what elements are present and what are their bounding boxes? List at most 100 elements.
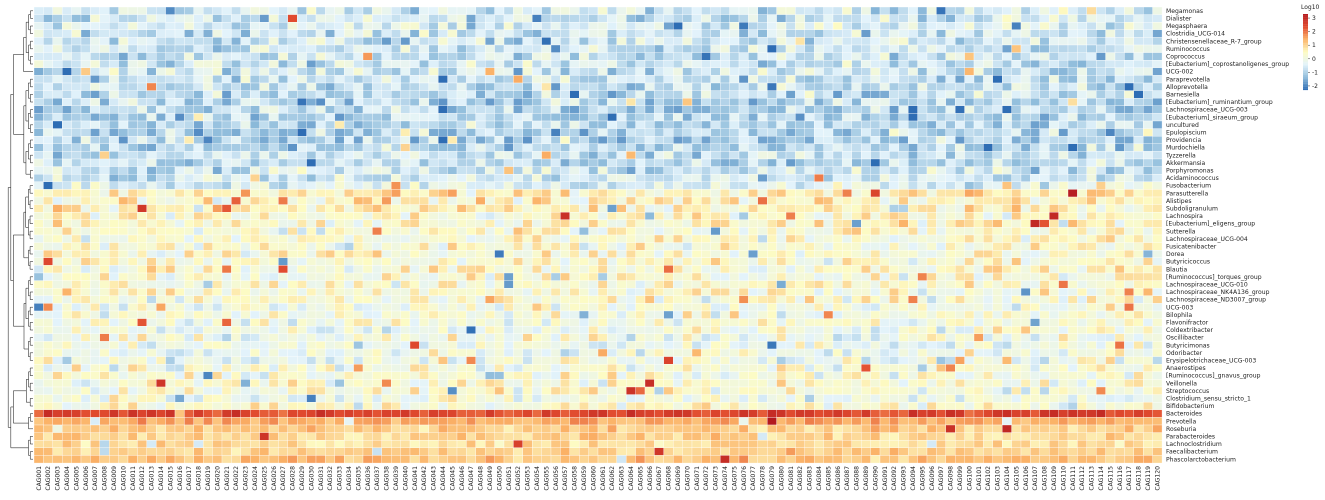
heatmap-cell [739,45,748,53]
heatmap-cell [119,243,128,251]
heatmap-cell [814,303,823,311]
heatmap-cell [1153,113,1162,121]
heatmap-cell [372,83,381,91]
heatmap-cell [1059,250,1068,258]
heatmap-cell [250,98,259,106]
heatmap-cell [683,265,692,273]
heatmap-cell [260,189,269,197]
heatmap-cell [90,45,99,53]
heatmap-cell [438,189,447,197]
heatmap-cell [62,129,71,137]
heatmap-cell [1049,288,1058,296]
heatmap-cell [466,273,475,281]
heatmap-cell [861,174,870,182]
heatmap-cell [683,205,692,213]
heatmap-cell [908,37,917,45]
heatmap-cell [297,220,306,228]
heatmap-cell [730,205,739,213]
heatmap-cell [1115,159,1124,167]
heatmap-cell [335,243,344,251]
heatmap-cell [965,7,974,15]
heatmap-cell [758,144,767,152]
heatmap-cell [946,136,955,144]
heatmap-cell [767,68,776,76]
heatmap-cell [231,136,240,144]
heatmap-cell [523,189,532,197]
heatmap-cell [842,45,851,53]
heatmap-cell [250,220,259,228]
heatmap-cell [551,7,560,15]
heatmap-cell [391,129,400,137]
heatmap-cell [344,30,353,38]
heatmap-cell [974,151,983,159]
heatmap-cell [184,167,193,175]
heatmap-cell [137,303,146,311]
heatmap-cell [1134,7,1143,15]
heatmap-cell [476,273,485,281]
heatmap-cell [993,106,1002,114]
heatmap-cell [692,212,701,220]
heatmap-cell [1077,75,1086,83]
heatmap-cell [683,53,692,61]
heatmap-cell [429,212,438,220]
heatmap-cell [184,129,193,137]
heatmap-cell [880,273,889,281]
heatmap-cell [1134,136,1143,144]
heatmap-cell [560,45,569,53]
heatmap-cell [495,205,504,213]
heatmap-cell [137,45,146,53]
heatmap-cell [504,121,513,129]
heatmap-cell [344,189,353,197]
heatmap-cell [53,15,62,23]
heatmap-cell [805,296,814,304]
heatmap-cell [382,167,391,175]
heatmap-cell [617,205,626,213]
heatmap-cell [589,220,598,228]
heatmap-cell [316,151,325,159]
heatmap-cell [636,15,645,23]
heatmap-cell [777,250,786,258]
heatmap-cell [607,250,616,258]
heatmap-cell [513,83,522,91]
heatmap-cell [936,250,945,258]
heatmap-cell [560,288,569,296]
heatmap-cell [1096,98,1105,106]
heatmap-cell [419,250,428,258]
heatmap-cell [53,220,62,228]
heatmap-cell [767,113,776,121]
heatmap-cell [1002,98,1011,106]
heatmap-cell [758,106,767,114]
heatmap-cell [504,303,513,311]
heatmap-cell [918,243,927,251]
heatmap-cell [767,167,776,175]
heatmap-cell [382,205,391,213]
heatmap-cell [53,144,62,152]
heatmap-cell [372,296,381,304]
heatmap-cell [636,37,645,45]
heatmap-cell [504,250,513,258]
heatmap-cell [758,227,767,235]
heatmap-cell [166,167,175,175]
heatmap-cell [1115,121,1124,129]
heatmap-cell [767,174,776,182]
heatmap-cell [974,167,983,175]
heatmap-cell [1134,68,1143,76]
heatmap-cell [307,30,316,38]
heatmap-cell [100,98,109,106]
heatmap-cell [965,273,974,281]
heatmap-cell [391,189,400,197]
heatmap-cell [241,288,250,296]
heatmap-cell [1153,68,1162,76]
heatmap-cell [946,106,955,114]
heatmap-cell [34,22,43,30]
heatmap-cell [372,258,381,266]
heatmap-cell [382,281,391,289]
heatmap-cell [805,106,814,114]
heatmap-cell [194,288,203,296]
heatmap-cell [222,98,231,106]
heatmap-cell [203,37,212,45]
heatmap-cell [504,205,513,213]
heatmap-cell [1087,273,1096,281]
heatmap-cell [814,98,823,106]
heatmap-cell [401,45,410,53]
